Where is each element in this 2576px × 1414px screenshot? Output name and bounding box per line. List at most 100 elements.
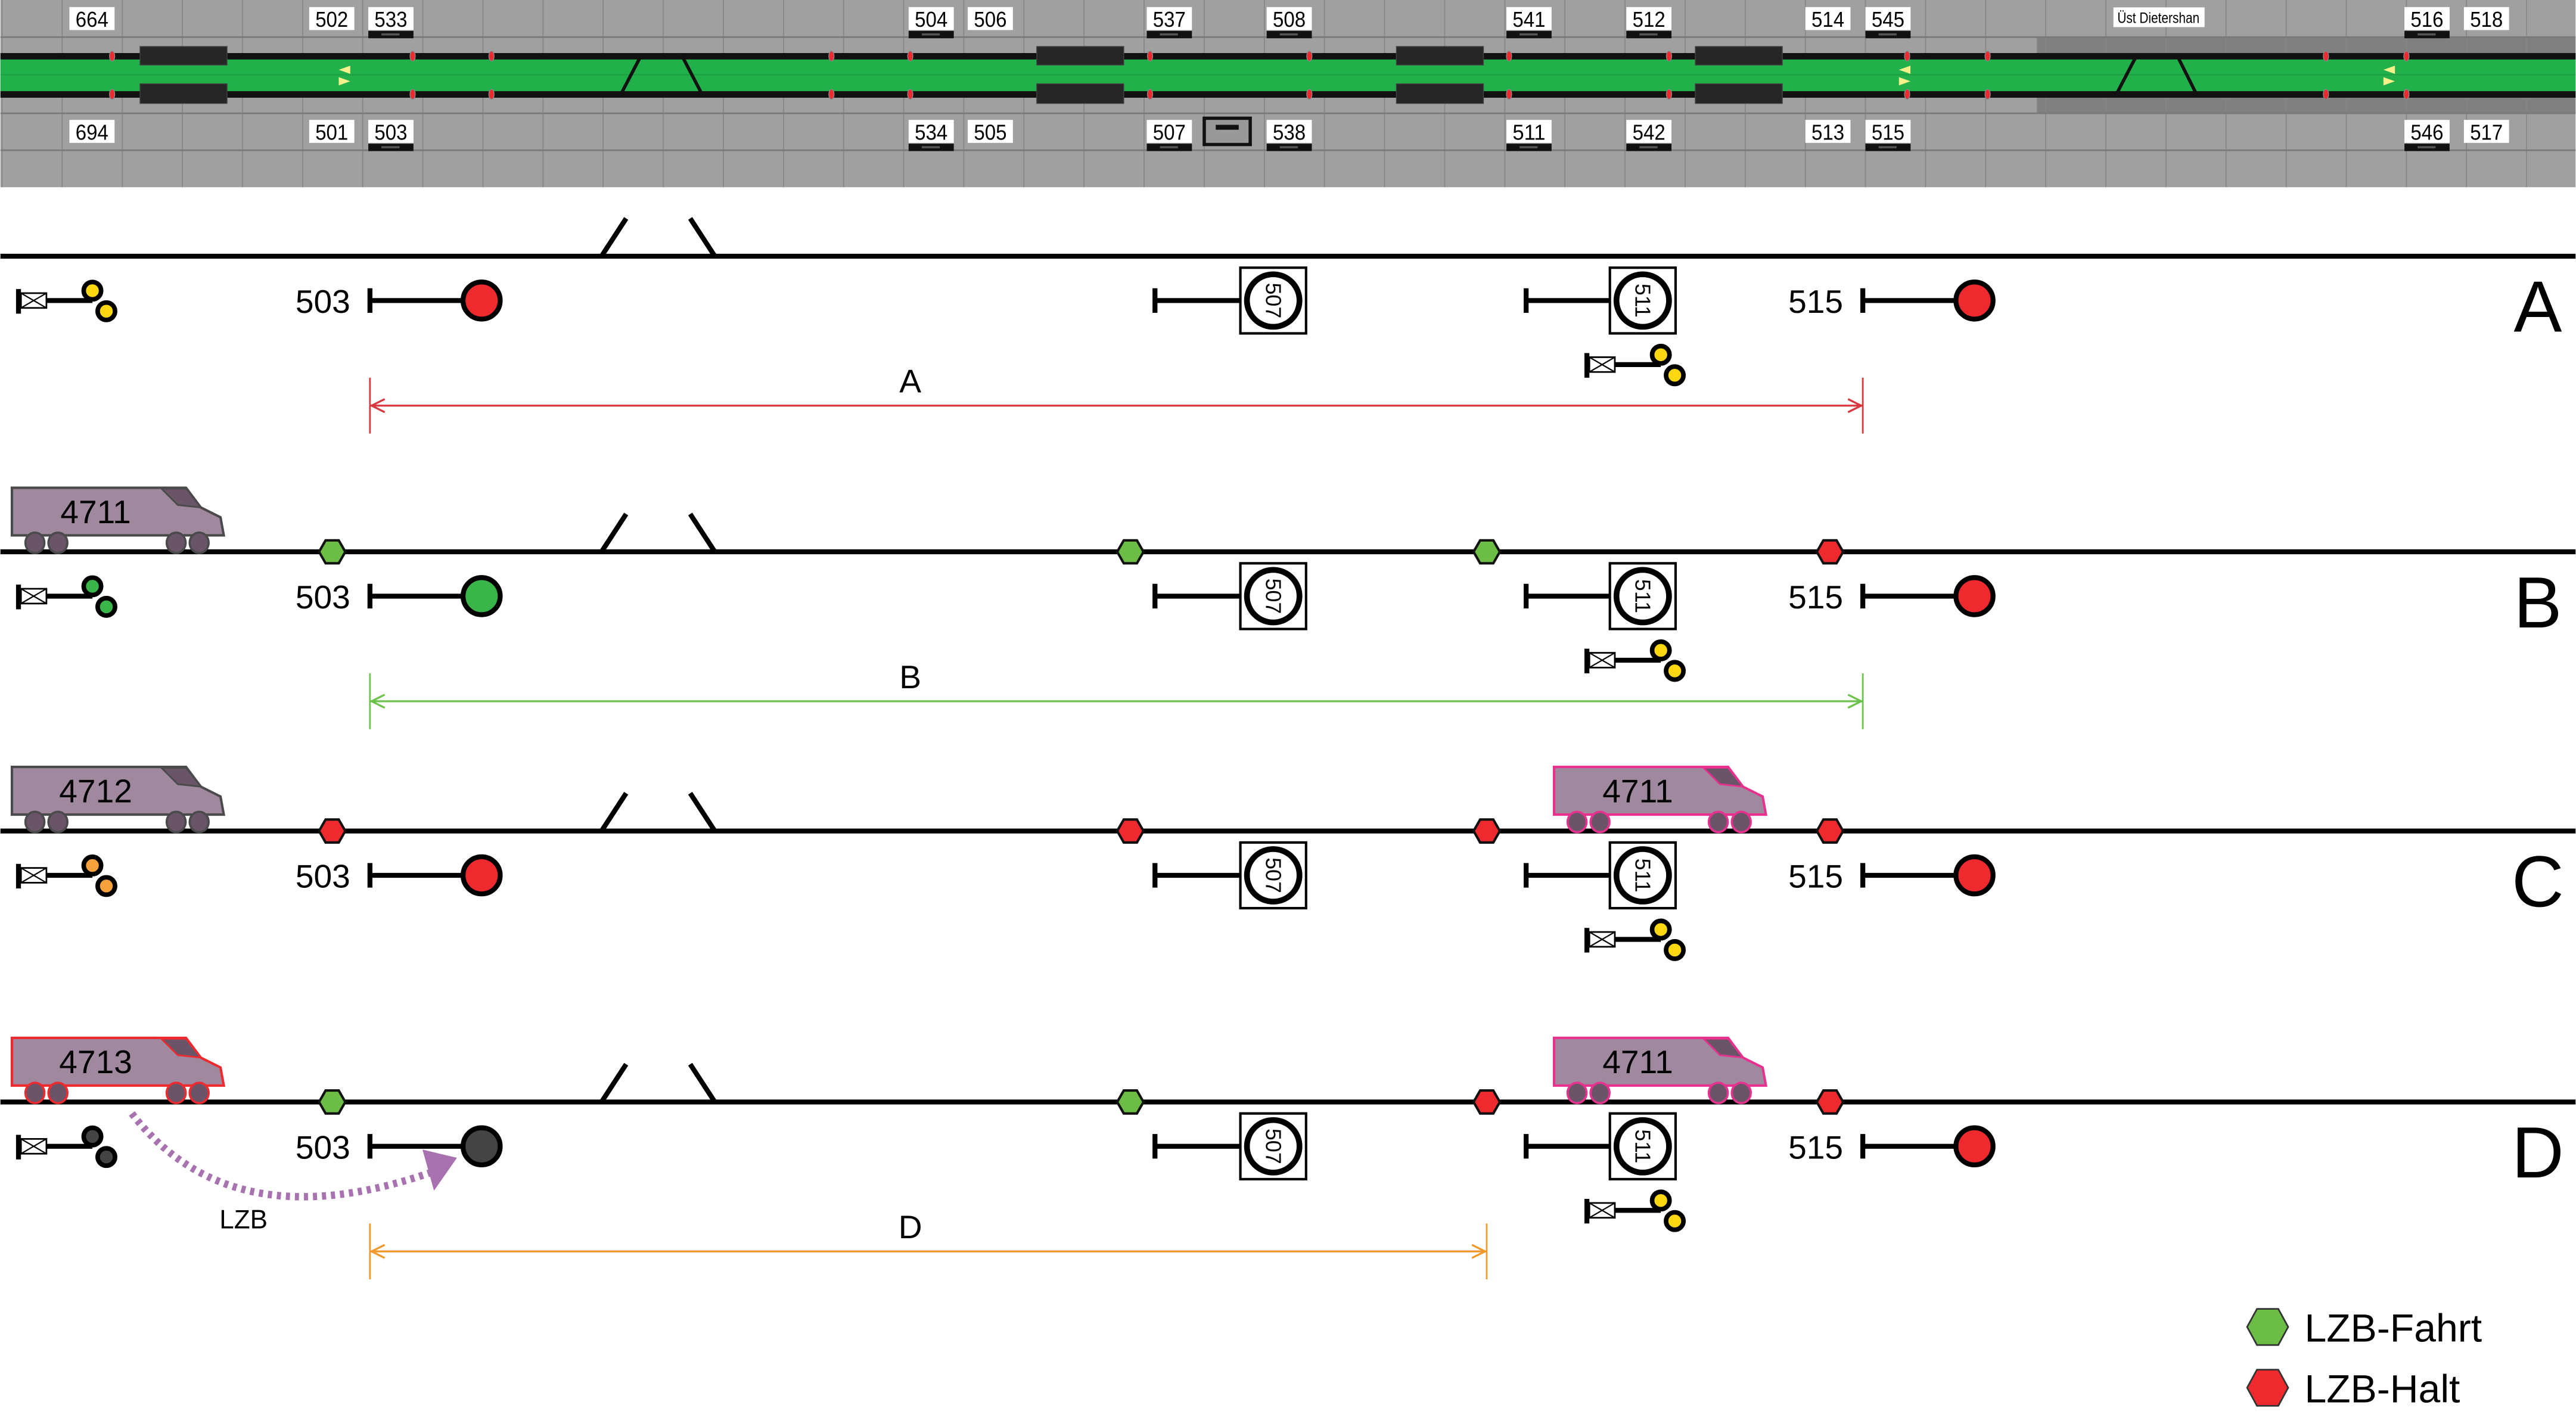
lzb-fahrt-marker-icon [1472, 539, 1502, 565]
speed-sign-label: 511 [1630, 1129, 1654, 1163]
train-wheel [47, 1082, 69, 1105]
speed-sign-507: 507 [1152, 266, 1307, 335]
lzb-transmission-arrow: LZB [129, 1111, 457, 1235]
track-number-label: 664 [76, 8, 108, 32]
track-number-label: 512 [1633, 8, 1665, 32]
train-4713: 4713 [10, 1036, 226, 1105]
signal-number-label: 515 [1788, 1129, 1843, 1166]
cross-icon [20, 293, 47, 309]
cross-icon [1589, 931, 1615, 947]
panel-signal-red-lamp [1665, 51, 1673, 62]
train-cab-window [159, 767, 203, 788]
panel-signal-red-lamp [1506, 51, 1512, 62]
track-number-box [1865, 120, 1911, 143]
speed-sign-label: 507 [1261, 282, 1285, 318]
signal-lamp-icon [1649, 343, 1672, 366]
train-wheel [188, 810, 210, 834]
train-wheel [188, 1082, 210, 1105]
panel-signal-red-lamp [2323, 51, 2329, 62]
panel-crossover [2176, 55, 2198, 95]
track-number-label: 507 [1153, 120, 1186, 144]
panel-signal-red-lamp [828, 51, 835, 62]
underbar-slot [381, 146, 400, 148]
track-number-label: 541 [1512, 8, 1545, 32]
track-number-box [1626, 120, 1672, 143]
train-cab-window [1701, 767, 1745, 788]
track-number-label: 537 [1153, 8, 1186, 32]
track-number-box [1146, 120, 1192, 143]
track-number-box [1506, 7, 1552, 30]
panel-signal-red-lamp [1984, 89, 1991, 100]
panel-signal-red-lamp [409, 51, 416, 62]
lzb-halt-marker-icon [2246, 1369, 2289, 1407]
key-switch-slot [1216, 125, 1239, 130]
signal-number-label: 515 [1788, 283, 1843, 320]
row-letter-label: D [2512, 1112, 2564, 1193]
signal-lamp-icon [1664, 938, 1686, 961]
track-number-label: 513 [1811, 120, 1844, 144]
signal-lamp-icon [1953, 854, 1996, 897]
track-number-box [368, 120, 414, 143]
underbar-slot [921, 33, 940, 36]
underbar-slot [1279, 33, 1298, 36]
signal-number-label: 515 [1788, 579, 1843, 616]
signal-lamp-icon [81, 1125, 104, 1148]
panel-key-switch [1202, 116, 1252, 147]
track-number-label: 516 [2410, 8, 2443, 32]
track-number-box [69, 120, 115, 143]
train-wheel [47, 810, 69, 834]
train-number-label: 4711 [1602, 772, 1673, 809]
panel-signal-red-lamp [409, 89, 416, 100]
train-cab-window [1701, 1037, 1745, 1059]
block-section [139, 46, 228, 66]
speed-sign-ring-icon [1613, 846, 1672, 905]
block-section [1036, 83, 1124, 104]
track-number-label: 514 [1811, 8, 1844, 32]
speed-sign-511: 511 [1523, 1112, 1677, 1180]
distance-arrow: A [369, 363, 1864, 434]
track-number-box [968, 7, 1013, 30]
underbar-slot [1639, 33, 1658, 36]
signal-lamp-icon [1664, 660, 1686, 682]
cross-icon [1589, 356, 1615, 373]
speed-sign-label: 507 [1261, 579, 1285, 614]
panel-crossover [620, 55, 643, 95]
track-number-label: 506 [974, 8, 1006, 32]
train-cab-window [159, 487, 203, 509]
lzb-fahrt-marker-icon [1115, 1089, 1145, 1115]
track-number-label: 518 [2470, 8, 2503, 32]
underbar-slot [921, 146, 940, 148]
panel-signal-red-lamp [1904, 89, 1910, 100]
cross-icon [20, 1138, 47, 1155]
legend-item-halt: LZB-Halt [2246, 1368, 2460, 1412]
scenario-row-C: 503 507 511 515 4712 4711 C [0, 766, 2576, 961]
panel-signal-red-lamp [2403, 51, 2410, 62]
track-number-label: 533 [374, 8, 407, 32]
signal-number-label: 503 [296, 1129, 350, 1166]
underbar-slot [1878, 146, 1897, 148]
distant-signal [1584, 639, 1686, 682]
station-label-box [2113, 7, 2205, 27]
train-wheel [1730, 1082, 1752, 1105]
signal-lamp-icon [95, 595, 117, 618]
cross-icon [1589, 652, 1615, 669]
speed-sign-label: 511 [1630, 579, 1654, 613]
cross-icon [1589, 1202, 1615, 1219]
panel-direction-triangle-icon [1898, 77, 1911, 86]
train-wheel [165, 532, 187, 554]
track-number-label: 515 [1872, 120, 1904, 144]
underbar-slot [1160, 33, 1178, 36]
train-wheel [165, 810, 187, 834]
panel-direction-triangle-icon [1898, 66, 1911, 74]
track-number-box [309, 7, 355, 30]
speed-sign-ring-icon [1244, 567, 1303, 626]
track-number-box [2463, 120, 2509, 143]
speed-sign-label: 507 [1261, 857, 1285, 893]
row-letter-label: B [2513, 562, 2562, 643]
main-signal-515: 515 [1788, 575, 1996, 617]
track-number-box [908, 120, 954, 143]
scenario-row-B: 503 507 511 515 4711 B B [0, 486, 2576, 729]
switch-diagonal [599, 512, 629, 554]
underbar-slot [1160, 146, 1178, 148]
underbar-slot [2417, 146, 2436, 148]
